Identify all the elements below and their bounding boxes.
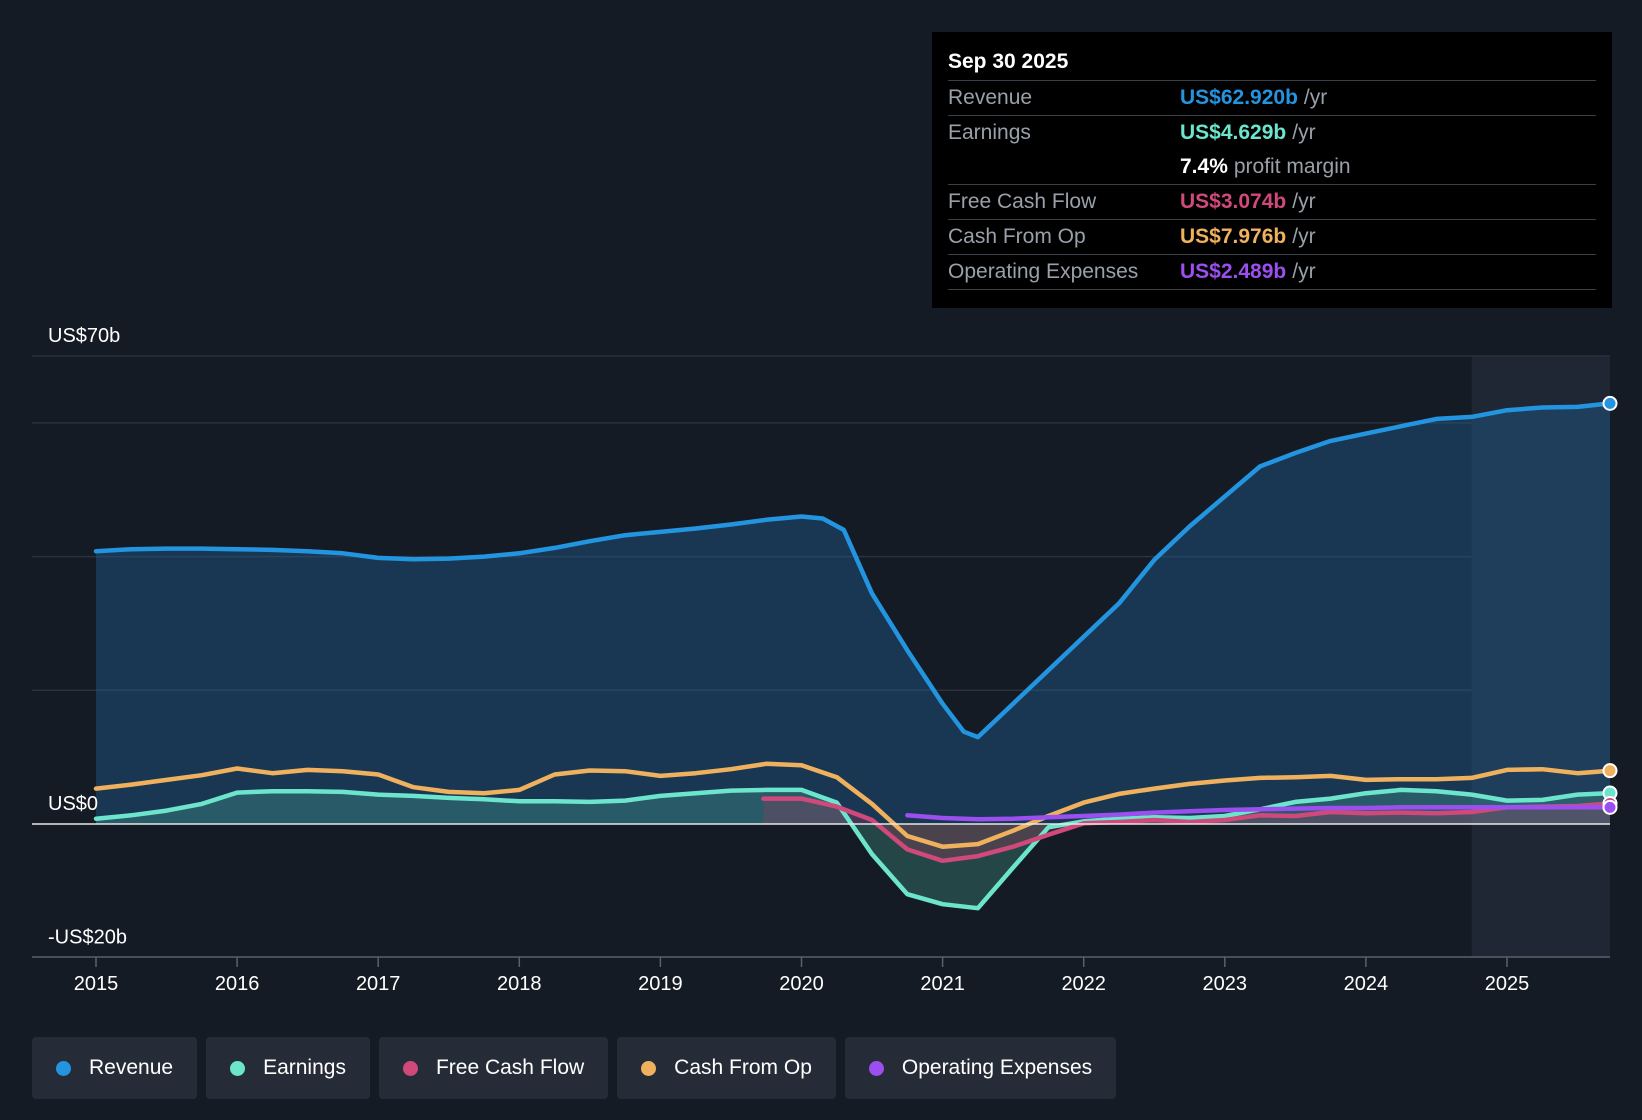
x-tick-label: 2020 [779,973,824,995]
operating-expenses-line [905,805,1613,822]
free-cash-flow-line [761,796,1613,864]
x-tick-label: 2018 [497,973,542,995]
legend: Revenue Earnings Free Cash Flow Cash Fro… [32,1037,1117,1099]
legend-item-operating-expenses[interactable]: Operating Expenses [844,1037,1117,1099]
x-axis-ticks: 2015 2016 2017 2018 2019 2020 2021 2022 2023 2024… [74,957,1530,995]
tooltip-row-earnings: Earnings US$4.629b /yr [948,115,1596,150]
y-axis-labels: US$70b US$0 -US$20b [48,325,127,949]
end-dots [1602,395,1618,815]
tooltip-value: US$7.976b [1180,225,1287,248]
tooltip-label: Earnings [948,121,1031,144]
x-tick-label: 2023 [1203,973,1248,995]
earnings-dot-icon [230,1060,246,1076]
x-tick-label: 2015 [74,973,119,995]
legend-item-cash-from-op[interactable]: Cash From Op [617,1037,836,1099]
x-tick-label: 2019 [638,973,683,995]
operating-expenses-end-dot [1602,799,1618,815]
revenue-end-dot [1602,395,1618,411]
tooltip-value: US$2.489b [1180,260,1287,283]
cash-from-op-end-dot [1602,763,1618,779]
series-fills [96,403,1610,909]
tooltip-label: Operating Expenses [948,260,1139,283]
gridlines [32,355,1610,692]
tooltip: Sep 30 2025 Revenue US$62.920b /yr Earni… [932,32,1612,308]
tooltip-unit: /yr [1292,225,1316,248]
legend-item-earnings[interactable]: Earnings [206,1037,370,1099]
tooltip-value: US$4.629b [1180,121,1287,144]
x-tick-label: 2024 [1344,973,1389,995]
legend-label: Earnings [263,1056,346,1079]
x-tick-label: 2025 [1485,973,1530,995]
tooltip-unit: /yr [1303,86,1328,109]
free-cash-flow-dot-icon [402,1060,418,1076]
legend-label: Revenue [89,1056,174,1079]
tooltip-row-fcf: Free Cash Flow US$3.074b /yr [948,184,1596,219]
x-tick-label: 2021 [920,973,965,995]
tooltip-margin-value: 7.4% [1180,155,1228,178]
tooltip-date: Sep 30 2025 [948,50,1069,73]
tooltip-unit: /yr [1292,260,1316,283]
tooltip-row-margin: 7.4% profit margin [948,150,1596,184]
operating-expenses-dot-icon [868,1060,884,1076]
y-axis-label: US$70b [48,325,120,347]
tooltip-margin-text: profit margin [1233,155,1351,178]
legend-item-revenue[interactable]: Revenue [32,1037,198,1099]
tooltip-row-revenue: Revenue US$62.920b /yr [948,80,1596,115]
tooltip-value: US$3.074b [1180,190,1287,213]
legend-label: Cash From Op [674,1056,812,1079]
tooltip-label: Revenue [948,86,1033,109]
forecast-band [1471,357,1610,957]
x-tick-label: 2016 [215,973,260,995]
revenue-area [96,403,1610,824]
y-axis-label: US$0 [48,793,98,815]
cash-from-op-dot-icon [641,1060,657,1076]
tooltip-label: Free Cash Flow [948,190,1097,213]
tooltip-row-opex: Operating Expenses US$2.489b /yr [948,254,1596,289]
revenue-line [93,401,1613,740]
earnings-line [93,787,1613,911]
x-tick-label: 2017 [356,973,401,995]
tooltip-unit: /yr [1292,190,1316,213]
tooltip-label: Cash From Op [948,225,1086,248]
legend-label: Free Cash Flow [435,1056,585,1079]
legend-item-free-cash-flow[interactable]: Free Cash Flow [378,1037,609,1099]
series-lines [93,401,1613,911]
legend-label: Operating Expenses [901,1056,1093,1079]
tooltip-unit: /yr [1292,121,1316,144]
revenue-dot-icon [56,1060,71,1076]
tooltip-value: US$62.920b [1180,86,1298,109]
tooltip-row-cfo: Cash From Op US$7.976b /yr [948,219,1596,254]
y-axis-label: -US$20b [48,927,127,949]
cash-from-op-line [93,761,1613,849]
x-tick-label: 2022 [1061,973,1106,995]
